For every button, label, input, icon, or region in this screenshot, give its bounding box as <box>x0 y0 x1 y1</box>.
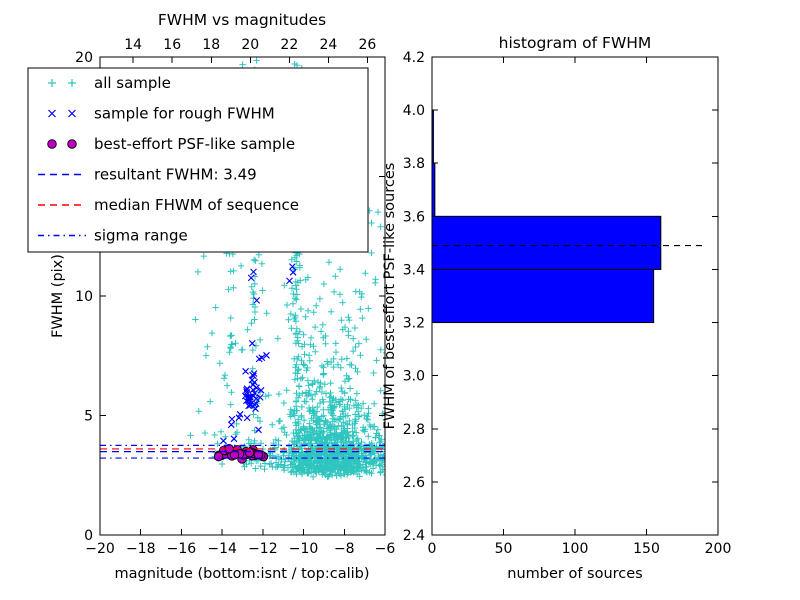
tick-label: 100 <box>562 541 589 557</box>
x-marker-icon <box>68 109 76 118</box>
tick-label: 16 <box>163 37 181 53</box>
legend-label: sample for rough FWHM <box>94 105 275 123</box>
tick-label: 18 <box>202 37 220 53</box>
left-axis-tick-labels: −20 −18 −16 −14 −12 −10 −8 −6 14 16 18 20 22 24 26 0 5 10… <box>75 37 395 557</box>
tick-label: −6 <box>375 541 396 557</box>
legend-label: resultant FWHM: 3.49 <box>94 166 257 184</box>
left-plot-data-layer <box>100 57 385 481</box>
tick-label: −8 <box>334 541 355 557</box>
tick-label: 4.0 <box>403 103 425 119</box>
tick-label: −12 <box>248 541 278 557</box>
tick-label: 20 <box>75 50 93 66</box>
legend-label: median FHWM of sequence <box>94 196 299 214</box>
legend-label: sigma range <box>94 227 188 245</box>
tick-label: 3.8 <box>403 156 425 172</box>
right-plot-ylabel: FWHM of best-effort PSF-like sources <box>382 163 398 430</box>
legend-row-all-sample: all sample <box>48 74 171 92</box>
plus-marker-icon <box>68 79 76 87</box>
tick-label: 150 <box>633 541 660 557</box>
tick-label: −10 <box>289 541 319 557</box>
tick-label: 22 <box>280 37 298 53</box>
tick-label: 5 <box>84 409 93 425</box>
plus-marker-icon <box>48 79 56 87</box>
legend-row-median-fhwm-of-sequence: median FHWM of sequence <box>38 196 299 214</box>
tick-label: 24 <box>319 37 337 53</box>
left-plot-ylabel: FWHM (pix) <box>50 254 66 338</box>
tick-label: 20 <box>241 37 259 53</box>
tick-label: 3.2 <box>403 316 425 332</box>
tick-label: 2.8 <box>403 422 425 438</box>
left-plot-title: FWHM vs magnitudes <box>158 11 326 29</box>
legend-row-resultant-fwhm-3-49: resultant FWHM: 3.49 <box>38 166 257 184</box>
right-plot-title: histogram of FWHM <box>499 34 652 52</box>
tick-label: 2.6 <box>403 475 425 491</box>
circle-marker-icon <box>67 139 77 149</box>
circle-marker-icon <box>47 139 57 149</box>
tick-label: 3.6 <box>403 209 425 225</box>
left-axis-ticks <box>99 56 386 536</box>
right-axis-tick-labels: 0 50 100 150 200 2.4 2.6 2.8 3.0 3.2 3.4 3.6 3.8 4.0 4… <box>403 50 732 557</box>
x-marker-icon <box>48 109 56 118</box>
legend-label: best-effort PSF-like sample <box>94 135 295 153</box>
legend-label: all sample <box>94 74 171 92</box>
tick-label: −18 <box>126 541 156 557</box>
right-axis-ticks <box>431 56 719 536</box>
tick-label: −20 <box>85 541 115 557</box>
tick-label: 0 <box>84 528 93 544</box>
tick-label: 26 <box>359 37 377 53</box>
tick-label: 200 <box>705 541 732 557</box>
histogram-bar <box>431 268 655 324</box>
legend: all sample sample for rough FWHM best-effo… <box>27 67 369 253</box>
legend-row-sample-for-rough-fwhm: sample for rough FWHM <box>48 105 275 123</box>
legend-row-best-effort-psf-like-sample: best-effort PSF-like sample <box>47 135 295 153</box>
tick-label: −14 <box>207 541 237 557</box>
tick-label: 0 <box>428 541 437 557</box>
tick-label: 50 <box>495 541 513 557</box>
right-plot-dynamic-layer: 0 50 100 150 200 2.4 2.6 2.8 3.0 3.2 3.4 3.6 3.8 4.0 4… <box>403 50 732 557</box>
tick-label: 4.2 <box>403 50 425 66</box>
tick-label: 14 <box>124 37 142 53</box>
right-histogram-plot: 0 50 100 150 200 2.4 2.6 2.8 3.0 3.2 3.4 3.6 3.8 4.0 4… <box>382 34 731 582</box>
left-plot-dynamic-layer: −20 −18 −16 −14 −12 −10 −8 −6 14 16 18 20 22 24 26 0 5 10… <box>75 37 395 557</box>
tick-label: 3.0 <box>403 369 425 385</box>
histogram-bars <box>431 109 662 324</box>
tick-label: 3.4 <box>403 262 425 278</box>
legend-frame <box>27 67 369 253</box>
left-plot-xlabel: magnitude (bottom:isnt / top:calib) <box>114 566 369 582</box>
tick-label: −16 <box>167 541 197 557</box>
histogram-bar <box>431 215 662 270</box>
legend-row-sigma-range: sigma range <box>38 227 188 245</box>
left-scatter-plot: −20 −18 −16 −14 −12 −10 −8 −6 14 16 18 20 22 24 26 0 5 10… <box>50 11 395 582</box>
tick-label: 10 <box>75 289 93 305</box>
right-plot-xlabel: number of sources <box>507 566 643 582</box>
tick-label: 2.4 <box>403 528 425 544</box>
